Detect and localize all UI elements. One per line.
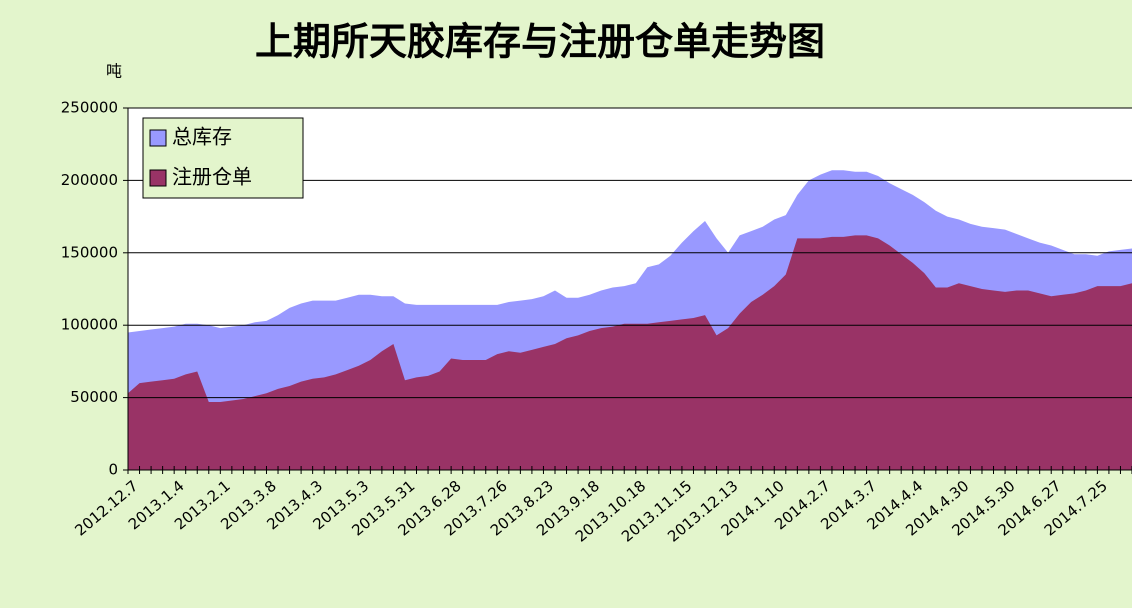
y-tick-label: 0 [108, 461, 118, 479]
area [128, 235, 1132, 470]
areas [128, 170, 1132, 470]
y-tick-label: 200000 [61, 171, 118, 189]
y-tick-label: 150000 [61, 243, 118, 261]
legend-swatch [149, 169, 167, 187]
y-tick-label: 50000 [70, 388, 118, 406]
legend-label: 注册仓单 [172, 165, 252, 189]
legend-box [142, 117, 304, 199]
legend-swatch [149, 129, 167, 147]
y-axis-label: 吨 [106, 62, 122, 81]
y-tick-label: 100000 [61, 316, 118, 334]
chart-title: 上期所天胶库存与注册仓单走势图 [255, 20, 825, 64]
legend-label: 总库存 [172, 125, 232, 149]
y-tick-label: 250000 [61, 99, 118, 117]
